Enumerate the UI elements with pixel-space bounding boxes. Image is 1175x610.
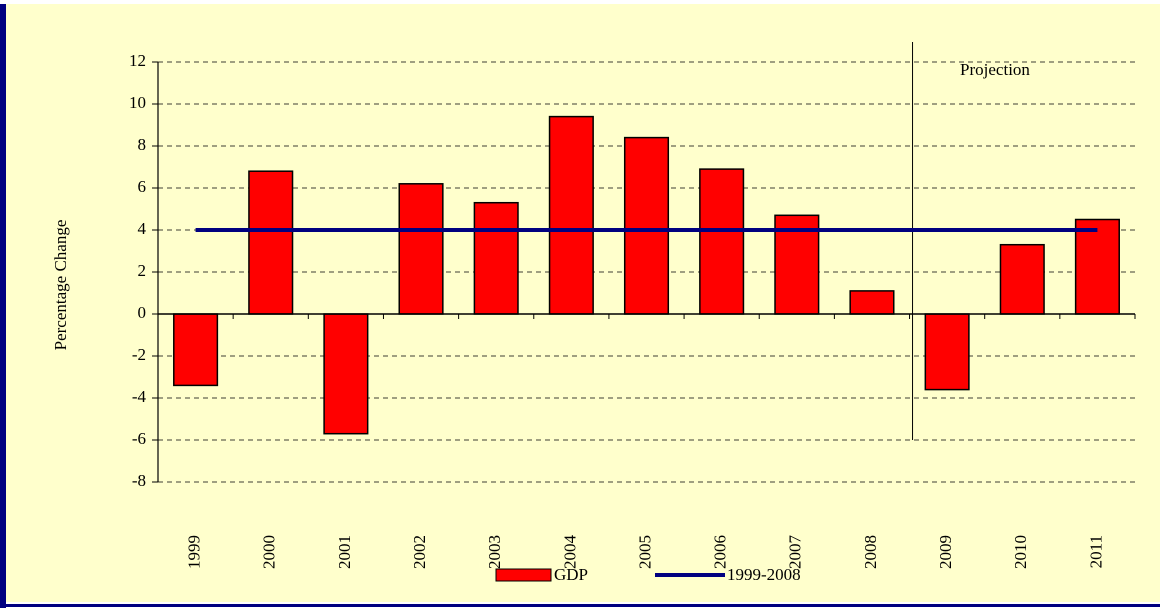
y-tick-label: 4	[138, 219, 147, 238]
x-tick-label: 2009	[936, 535, 955, 569]
y-tick-label: -4	[132, 387, 147, 406]
y-tick-label: -8	[132, 471, 146, 490]
annotation: Projection	[960, 60, 1030, 79]
y-tick-label: 10	[129, 93, 146, 112]
x-tick-label: 2011	[1086, 535, 1105, 568]
bar	[248, 170, 294, 315]
bar	[398, 183, 444, 315]
bar	[999, 243, 1045, 315]
x-tick-label: 1999	[184, 535, 203, 569]
x-tick-label: 2002	[410, 535, 429, 569]
bar	[473, 201, 519, 315]
y-tick-label: 0	[138, 303, 147, 322]
bar	[548, 115, 594, 315]
bar	[623, 136, 670, 315]
y-tick-label: 6	[138, 177, 147, 196]
bar	[1074, 218, 1120, 315]
x-tick-label: 2003	[485, 535, 504, 569]
panel-border-bottom	[0, 604, 1160, 607]
y-tick-label: 12	[129, 51, 146, 70]
x-tick-label: 2008	[861, 535, 880, 569]
y-tick-label: -2	[132, 345, 146, 364]
bar	[849, 290, 895, 315]
panel-border-left	[0, 4, 6, 608]
bar	[924, 313, 970, 391]
legend-label: GDP	[554, 565, 588, 584]
legend-label: 1999-2008	[727, 565, 801, 584]
bar	[173, 313, 219, 387]
bar	[323, 313, 369, 435]
legend-swatch	[495, 568, 552, 582]
x-tick-label: 2006	[711, 535, 730, 569]
y-tick-label: 8	[138, 135, 147, 154]
x-tick-label: 2004	[560, 535, 579, 570]
bar	[699, 168, 745, 315]
x-tick-label: 2005	[635, 535, 654, 569]
y-tick-label: 2	[138, 261, 147, 280]
y-axis-label: Percentage Change	[51, 220, 70, 351]
y-tick-label: -6	[132, 429, 146, 448]
x-tick-label: 2010	[1011, 535, 1030, 569]
x-tick-label: 2001	[335, 535, 354, 569]
x-tick-label: 2000	[260, 535, 279, 569]
x-tick-label: 2007	[786, 535, 805, 570]
